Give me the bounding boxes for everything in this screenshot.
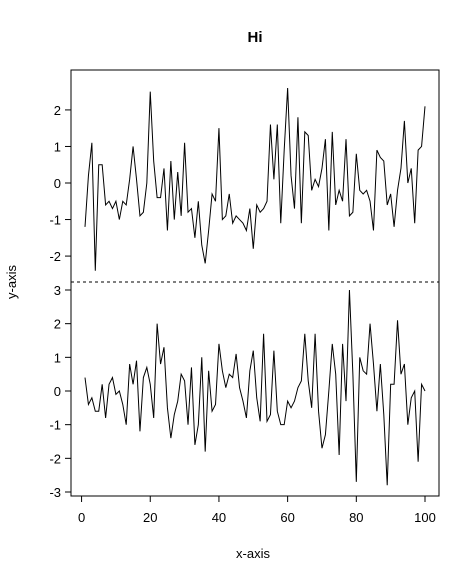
y-tick-label: -1 — [49, 213, 61, 228]
x-tick-label: 0 — [78, 510, 85, 525]
y-tick-label: 2 — [54, 103, 61, 118]
x-tick-label: 100 — [414, 510, 436, 525]
chart-title: Hi — [248, 29, 263, 46]
y-tick-label: 0 — [54, 384, 61, 399]
x-tick-layer: 0 20 40 60 80 100 — [78, 496, 436, 525]
x-axis-label: x-axis — [236, 546, 270, 561]
y-tick-label: -2 — [49, 451, 61, 466]
y-tick-label: 3 — [54, 283, 61, 298]
series-line-1 — [84, 87, 426, 271]
y-tick-label: -3 — [49, 485, 61, 500]
y-tick-layer: -2 -1 0 1 2 -3 -2 -1 0 1 2 3 — [49, 103, 71, 500]
y-tick-label: 0 — [54, 176, 61, 191]
y-tick-label: -1 — [49, 418, 61, 433]
y-tick-label: 1 — [54, 350, 61, 365]
x-tick-label: 20 — [143, 510, 157, 525]
plot-frame — [70, 69, 440, 497]
y-tick-label: -2 — [49, 249, 61, 264]
series-line-2 — [84, 289, 426, 486]
x-tick-label: 60 — [280, 510, 294, 525]
x-tick-label: 40 — [212, 510, 226, 525]
y-axis-label: y-axis — [4, 265, 19, 299]
x-tick-label: 80 — [349, 510, 363, 525]
series-layer — [84, 87, 426, 486]
y-tick-label: 2 — [54, 317, 61, 332]
y-tick-label: 1 — [54, 139, 61, 154]
